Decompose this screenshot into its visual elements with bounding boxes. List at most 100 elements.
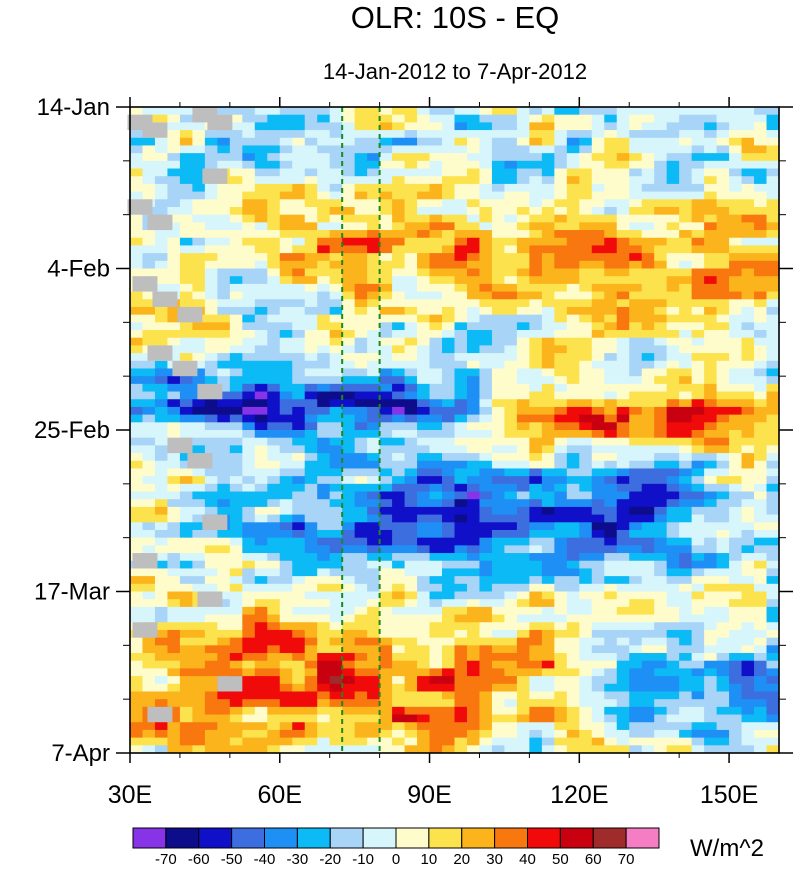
x-tick-label: 120E	[550, 781, 608, 809]
field-cell	[529, 714, 543, 723]
field-cell	[716, 191, 730, 200]
field-cell	[641, 145, 655, 154]
field-cell	[479, 706, 493, 716]
field-cell	[679, 529, 693, 539]
field-cell	[691, 360, 705, 370]
field-cell	[716, 660, 730, 669]
field-cell	[329, 176, 343, 185]
field-cell	[254, 514, 268, 523]
field-cell	[442, 722, 456, 731]
field-cell	[729, 676, 743, 685]
field-cell	[491, 353, 506, 362]
field-cell	[217, 237, 231, 247]
field-cell	[516, 145, 530, 154]
field-cell	[329, 606, 343, 616]
field-cell	[654, 130, 668, 139]
field-cell	[392, 499, 406, 508]
field-cell	[167, 553, 181, 562]
field-cell	[292, 491, 306, 500]
field-cell	[217, 437, 231, 446]
field-cell	[192, 668, 206, 677]
field-cell	[342, 145, 356, 154]
field-cell	[142, 606, 156, 616]
field-cell	[754, 706, 768, 716]
field-cell	[579, 506, 593, 516]
field-cell	[491, 676, 506, 685]
field-cell	[491, 622, 506, 631]
field-cell	[541, 391, 555, 400]
field-cell	[267, 653, 281, 662]
field-cell	[354, 614, 368, 623]
field-cell	[491, 499, 506, 508]
field-cell	[566, 353, 580, 362]
field-cell	[591, 137, 605, 147]
field-cell	[304, 668, 318, 677]
field-cell	[292, 722, 306, 731]
field-cell	[254, 699, 268, 708]
field-cell	[242, 468, 256, 477]
field-cell	[491, 130, 506, 139]
field-cell	[616, 683, 630, 693]
field-cell	[691, 545, 705, 554]
field-cell	[591, 645, 605, 654]
field-cell	[466, 183, 481, 193]
field-cell	[354, 260, 368, 270]
field-cell	[654, 430, 668, 439]
field-cell	[679, 576, 693, 585]
field-cell	[442, 483, 456, 493]
field-cell	[654, 476, 668, 485]
field-cell	[591, 383, 605, 393]
field-cell	[167, 645, 181, 654]
field-cell	[754, 376, 768, 385]
field-cell	[654, 606, 668, 616]
colorbar: -70 -60 -50 -40 -30 -20 -10 0 10 20 30 40 50 60 70	[132, 827, 660, 868]
field-cell	[429, 568, 443, 577]
field-cell	[379, 176, 393, 185]
field-cell	[691, 183, 705, 193]
field-cell	[379, 160, 393, 170]
field-cell	[329, 107, 343, 116]
field-cell	[641, 376, 655, 385]
field-cell	[504, 391, 518, 400]
field-cell	[679, 745, 693, 753]
field-cell	[367, 706, 381, 716]
field-cell	[279, 306, 293, 316]
field-cell	[154, 568, 169, 577]
field-cell	[392, 391, 406, 400]
field-cell	[267, 499, 281, 508]
field-cell	[641, 506, 655, 516]
field-cell	[304, 514, 318, 523]
field-cell	[704, 160, 718, 170]
field-cell	[367, 522, 381, 531]
field-cell	[304, 522, 318, 531]
field-cell	[704, 253, 718, 262]
field-cell	[754, 683, 768, 693]
field-cell	[304, 606, 318, 616]
field-cell	[466, 553, 481, 562]
field-cell	[504, 260, 518, 270]
field-cell	[741, 637, 755, 646]
field-cell	[142, 183, 156, 193]
field-cell	[754, 368, 768, 377]
field-cell	[704, 114, 718, 123]
field-cell	[591, 114, 605, 123]
field-cell	[504, 122, 518, 131]
field-cell	[541, 706, 555, 716]
field-cell	[379, 383, 393, 393]
field-cell	[429, 453, 443, 462]
field-cell	[342, 683, 356, 693]
field-cell	[204, 368, 218, 377]
field-cell	[754, 422, 768, 431]
field-cell	[516, 560, 530, 570]
field-cell	[454, 599, 468, 608]
field-cell	[691, 576, 705, 585]
field-cell	[704, 422, 718, 431]
field-cell	[179, 483, 193, 493]
field-cell	[579, 345, 593, 354]
field-cell	[704, 391, 718, 400]
field-cell	[167, 245, 181, 254]
field-cell	[329, 360, 343, 370]
field-cell	[292, 153, 306, 162]
field-cell	[154, 606, 169, 616]
field-cell	[167, 283, 181, 293]
